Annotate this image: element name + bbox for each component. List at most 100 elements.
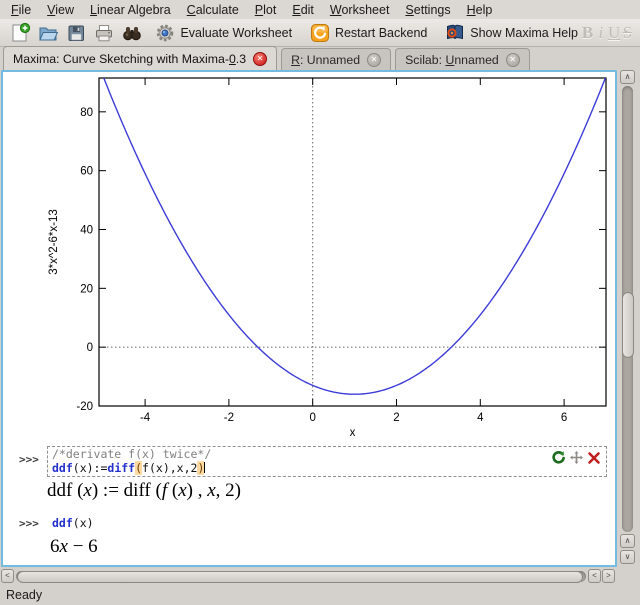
x-tick-label: 6 bbox=[561, 412, 567, 424]
scroll-down-button[interactable]: ∨ bbox=[620, 550, 635, 564]
code-token: ddf bbox=[52, 460, 73, 475]
entry1-prompt: >>> bbox=[19, 453, 39, 466]
vertical-scroll-thumb[interactable] bbox=[621, 292, 634, 358]
menu-help[interactable]: Help bbox=[466, 2, 493, 17]
bold-button[interactable]: B bbox=[581, 22, 594, 42]
scroll-up-button[interactable]: ∧ bbox=[620, 70, 635, 84]
horizontal-scrollbar[interactable]: < < > bbox=[0, 569, 618, 584]
tab-label: Maxima: Curve Sketching with Maxima-0.3 bbox=[13, 51, 247, 66]
print-button[interactable] bbox=[90, 20, 118, 46]
italic-button[interactable]: i bbox=[598, 22, 604, 42]
entry2-code[interactable]: ddf(x) bbox=[52, 516, 94, 530]
menu-edit[interactable]: Edit bbox=[292, 2, 314, 17]
toolbar: Evaluate Worksheet Restart Backend Show … bbox=[0, 19, 640, 47]
scroll-up-button-2[interactable]: ∧ bbox=[620, 534, 635, 548]
gear-icon bbox=[157, 24, 174, 41]
tab-r[interactable]: R: Unnamed ✕ bbox=[281, 48, 392, 70]
underline-button[interactable]: U bbox=[608, 22, 621, 42]
y-tick-label: 80 bbox=[80, 107, 93, 119]
evaluate-worksheet-button[interactable]: Evaluate Worksheet bbox=[151, 20, 295, 46]
tab-label: Scilab: Unnamed bbox=[405, 52, 499, 67]
code-token: f(x),x,2 bbox=[142, 460, 198, 475]
delete-entry-icon[interactable] bbox=[587, 451, 601, 465]
function-curve bbox=[103, 78, 606, 395]
open-button[interactable] bbox=[34, 20, 62, 46]
entry1-code[interactable]: ddf(x):=diff(f(x),x,2) bbox=[52, 460, 602, 476]
code-token: ) bbox=[197, 460, 205, 475]
help-book-icon bbox=[447, 24, 464, 39]
math-token: ( bbox=[167, 480, 179, 501]
x-tick-label: 0 bbox=[309, 412, 315, 424]
tab-close-icon[interactable]: ✕ bbox=[367, 52, 382, 67]
math-token: ) := diff ( bbox=[91, 480, 162, 501]
new-worksheet-button[interactable] bbox=[6, 20, 34, 46]
status-bar: Ready bbox=[0, 585, 640, 605]
tab-bar: Maxima: Curve Sketching with Maxima-0.3 ✕… bbox=[0, 46, 640, 70]
menu-worksheet[interactable]: Worksheet bbox=[329, 2, 390, 17]
printer-icon bbox=[96, 24, 112, 41]
menu-bar: File View Linear Algebra Calculate Plot Edit W… bbox=[0, 0, 640, 19]
horizontal-scroll-thumb[interactable] bbox=[17, 570, 583, 583]
binoculars-icon bbox=[123, 26, 141, 40]
code-token: ( bbox=[135, 460, 143, 475]
run-entry-icon[interactable] bbox=[551, 450, 566, 465]
code-token: (x):= bbox=[72, 460, 108, 475]
move-entry-icon[interactable] bbox=[569, 450, 584, 465]
y-tick-label: 0 bbox=[87, 342, 93, 354]
scroll-left-button-2[interactable]: < bbox=[588, 569, 601, 583]
menu-view[interactable]: View bbox=[47, 2, 75, 17]
show-help-label: Show Maxima Help bbox=[470, 25, 578, 40]
math-token: x bbox=[178, 480, 187, 501]
scroll-right-button[interactable]: > bbox=[602, 569, 615, 583]
tab-close-icon[interactable]: ✕ bbox=[253, 51, 268, 66]
save-button[interactable] bbox=[62, 20, 90, 46]
evaluate-worksheet-label: Evaluate Worksheet bbox=[180, 25, 293, 40]
entry1-comment: /*derivate f(x) twice*/ bbox=[52, 447, 212, 461]
worksheet-area[interactable]: -4 -2 0 2 4 6 80 60 40 20 0 -20 x 3*x^2-6*x-13 >>> /*… bbox=[1, 70, 617, 567]
menu-settings[interactable]: Settings bbox=[405, 2, 451, 17]
scroll-left-button[interactable]: < bbox=[1, 569, 14, 583]
menu-file[interactable]: File bbox=[11, 2, 32, 17]
x-tick-label: 2 bbox=[393, 412, 399, 424]
restart-backend-label: Restart Backend bbox=[334, 25, 428, 40]
menu-calculate[interactable]: Calculate bbox=[186, 2, 239, 17]
math-token: f bbox=[161, 480, 168, 501]
code-token: (x) bbox=[72, 516, 94, 530]
entry2-prompt: >>> bbox=[19, 517, 39, 530]
y-axis-label: 3*x^2-6*x-13 bbox=[48, 209, 60, 275]
entry1-command-box[interactable]: /*derivate f(x) twice*/ ddf(x):=diff(f(x… bbox=[47, 446, 607, 477]
entry2-result-math: 6x − 6 bbox=[50, 536, 98, 558]
restart-icon bbox=[310, 23, 329, 42]
math-token: ddf ( bbox=[47, 480, 84, 501]
x-tick-label: -4 bbox=[140, 412, 151, 424]
math-token: x bbox=[59, 536, 68, 557]
tab-close-icon[interactable]: ✕ bbox=[505, 52, 520, 67]
math-token: − 6 bbox=[67, 536, 98, 557]
vertical-scrollbar[interactable]: ∧ ∧ ∨ bbox=[620, 70, 636, 568]
math-token: ) , bbox=[186, 480, 208, 501]
tab-maxima[interactable]: Maxima: Curve Sketching with Maxima-0.3 ✕ bbox=[3, 46, 278, 70]
plot-border bbox=[98, 77, 607, 407]
y-tick-label: 20 bbox=[80, 283, 93, 295]
math-token: x bbox=[83, 480, 92, 501]
show-help-button[interactable]: Show Maxima Help bbox=[441, 20, 581, 46]
y-tick-label: 60 bbox=[80, 166, 93, 178]
floppy-disk-icon bbox=[68, 25, 84, 41]
math-token: , 2) bbox=[215, 480, 241, 501]
code-token: diff bbox=[107, 460, 136, 475]
tab-scilab[interactable]: Scilab: Unnamed ✕ bbox=[395, 48, 530, 70]
strikethrough-button[interactable]: S bbox=[622, 22, 633, 42]
y-tick-label: -20 bbox=[76, 401, 93, 413]
text-cursor bbox=[204, 461, 206, 473]
x-tick-label: 4 bbox=[477, 412, 484, 424]
find-button[interactable] bbox=[118, 20, 146, 46]
math-token: x bbox=[207, 480, 216, 501]
math-token: 6 bbox=[50, 536, 60, 557]
tab-label: R: Unnamed bbox=[291, 52, 361, 67]
new-document-icon bbox=[12, 22, 31, 41]
restart-backend-button[interactable]: Restart Backend bbox=[306, 20, 430, 46]
x-tick-label: -2 bbox=[224, 412, 234, 424]
menu-plot[interactable]: Plot bbox=[254, 2, 277, 17]
menu-linear-algebra[interactable]: Linear Algebra bbox=[90, 2, 171, 17]
